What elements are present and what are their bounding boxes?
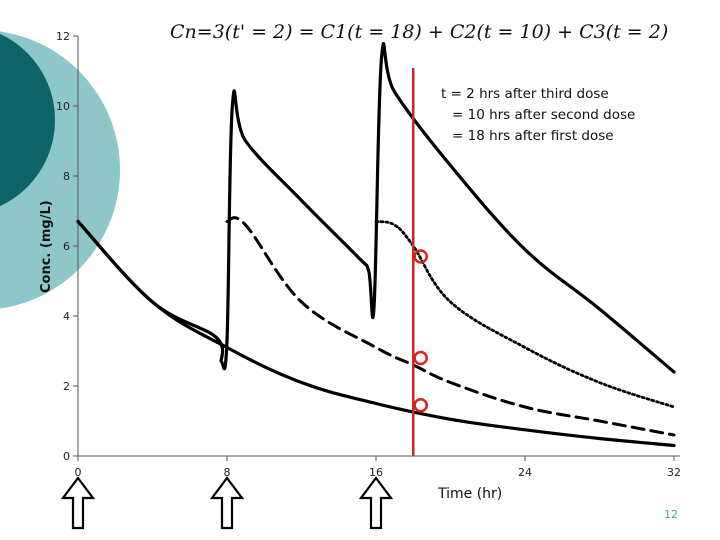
x-axis-label: Time (hr) — [437, 486, 502, 502]
y-tick-label: 4 — [63, 310, 70, 323]
dose-arrow-icon — [60, 476, 96, 530]
y-tick-label: 12 — [56, 30, 70, 43]
y-tick-label: 0 — [63, 450, 70, 463]
y-tick-label: 10 — [56, 100, 70, 113]
annotation-line-1: t = 2 hrs after third dose — [441, 86, 609, 102]
page-number: 12 — [664, 508, 678, 521]
value-marker-circle — [413, 398, 428, 413]
y-tick-label: 2 — [63, 380, 70, 393]
x-tick-label: 32 — [667, 466, 681, 479]
series-line-multiple-dose — [76, 42, 676, 374]
x-tick-label: 24 — [518, 466, 532, 479]
y-tick-label: 6 — [63, 240, 70, 253]
annotation-line-3: = 18 hrs after first dose — [452, 128, 614, 144]
dose-arrow-icon — [358, 476, 394, 530]
x-tick-label: 0 — [75, 466, 82, 479]
decor-dark-circle — [0, 33, 55, 207]
x-tick-label: 8 — [224, 466, 231, 479]
y-tick-label: 8 — [63, 170, 70, 183]
x-tick-label: 16 — [369, 466, 383, 479]
value-marker-circle — [413, 350, 428, 366]
equation-title: Cn=3(t' = 2) = C1(t = 18) + C2(t = 10) +… — [170, 21, 668, 43]
value-marker-circle — [413, 249, 428, 264]
series-line-second-dose — [225, 216, 676, 437]
series-line-third-dose — [374, 220, 676, 409]
annotation-line-2: = 10 hrs after second dose — [452, 107, 635, 123]
y-axis-label: Conc. (mg/L) — [39, 200, 54, 293]
dose-arrow-icon — [209, 476, 245, 530]
